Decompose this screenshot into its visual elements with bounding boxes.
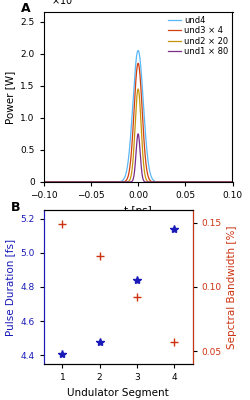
Text: B: B [11,201,20,214]
und3 × 4 [156,180,158,184]
und3 × 4 [42,180,45,184]
und2 × 20 [114,180,117,184]
und1 × 80 [42,180,45,184]
Text: $\times 10^8$: $\times 10^8$ [51,0,78,7]
und2 × 20 [136,86,140,91]
Text: A: A [21,2,31,15]
Y-axis label: Power [W]: Power [W] [5,70,15,124]
und2 × 20 [42,180,45,184]
X-axis label: t [ps]: t [ps] [124,206,152,216]
und2 × 20 [198,180,200,184]
und3 × 4 [198,180,200,184]
und1 × 80 [156,180,158,184]
Legend: und4, und3 × 4, und2 × 20, und1 × 80: und4, und3 × 4, und2 × 20, und1 × 80 [166,14,230,58]
und3 × 4 [136,61,140,66]
und1 × 80 [114,180,117,184]
und3 × 4 [165,180,168,184]
Line: und4: und4 [44,50,233,182]
und4 [42,180,45,184]
und4 [76,180,80,184]
Line: und3 × 4: und3 × 4 [44,63,233,182]
und4 [114,180,117,184]
und4 [198,180,200,184]
und4 [136,48,140,53]
X-axis label: Undulator Segment: Undulator Segment [67,388,169,398]
und2 × 20 [156,180,158,184]
und2 × 20 [76,180,80,184]
und3 × 4 [231,180,234,184]
und3 × 4 [183,180,186,184]
und1 × 80 [183,180,186,184]
Y-axis label: Sepctral Bandwidth [%]: Sepctral Bandwidth [%] [227,225,237,349]
und1 × 80 [165,180,168,184]
und3 × 4 [114,180,117,184]
und2 × 20 [165,180,168,184]
Y-axis label: Pulse Duration [fs]: Pulse Duration [fs] [5,238,15,336]
Line: und2 × 20: und2 × 20 [44,89,233,182]
und4 [156,180,158,184]
und3 × 4 [76,180,80,184]
Line: und1 × 80: und1 × 80 [44,134,233,182]
und2 × 20 [183,180,186,184]
und1 × 80 [198,180,200,184]
und2 × 20 [231,180,234,184]
und1 × 80 [76,180,80,184]
und1 × 80 [231,180,234,184]
und1 × 80 [136,132,140,136]
und4 [183,180,186,184]
und4 [165,180,168,184]
und4 [231,180,234,184]
